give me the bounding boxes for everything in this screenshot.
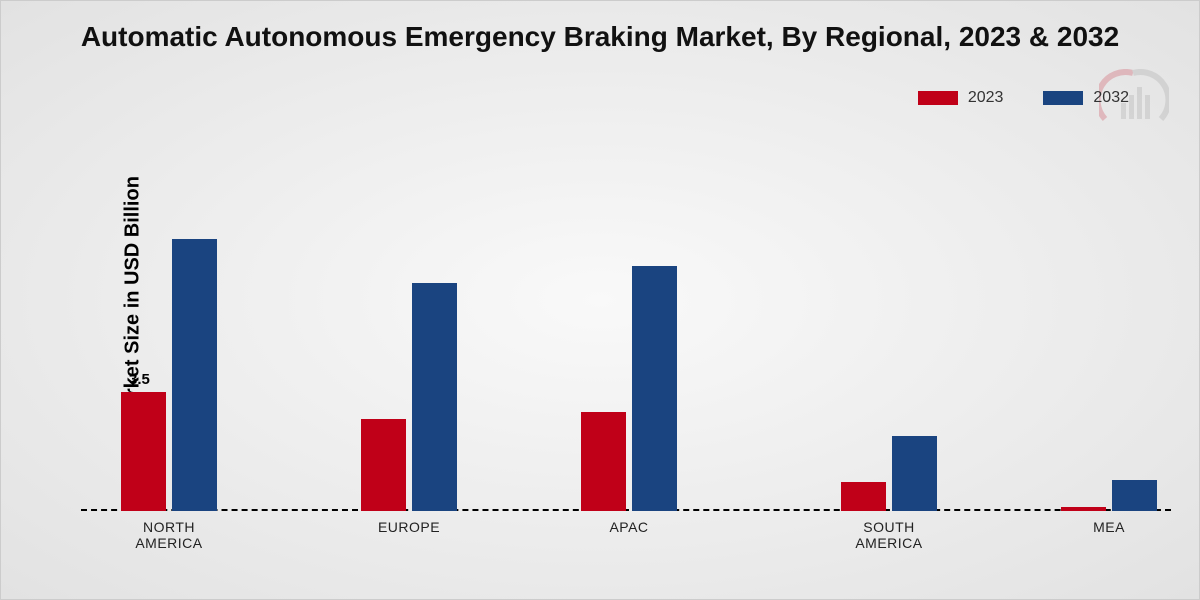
bar-group: 3.5NORTHAMERICA — [121, 239, 217, 511]
legend-item-2023: 2023 — [918, 89, 1004, 107]
bar-series-b — [632, 266, 677, 511]
legend-swatch-2023 — [918, 91, 958, 105]
legend-label-2032: 2032 — [1093, 89, 1129, 107]
chart-container: Automatic Autonomous Emergency Braking M… — [0, 0, 1200, 600]
category-label: NORTHAMERICA — [99, 519, 239, 551]
bar-series-a — [361, 419, 406, 511]
bar-series-a — [841, 482, 886, 511]
bar-value-label: 3.5 — [129, 371, 150, 388]
category-label: APAC — [559, 519, 699, 535]
bar-series-a — [121, 392, 166, 511]
bar-series-b — [1112, 480, 1157, 511]
bar-group: SOUTHAMERICA — [841, 436, 937, 511]
bar-series-b — [172, 239, 217, 511]
bar-series-b — [892, 436, 937, 511]
bar-group: EUROPE — [361, 283, 457, 511]
bar-series-a — [1061, 507, 1106, 511]
legend-label-2023: 2023 — [968, 89, 1004, 107]
bar-series-b — [412, 283, 457, 511]
category-label: SOUTHAMERICA — [819, 519, 959, 551]
chart-title: Automatic Autonomous Emergency Braking M… — [1, 21, 1199, 53]
legend: 2023 2032 — [918, 89, 1129, 107]
legend-swatch-2032 — [1043, 91, 1083, 105]
bar-group: APAC — [581, 266, 677, 511]
category-label: EUROPE — [339, 519, 479, 535]
plot-area: 3.5NORTHAMERICA EUROPE APAC SOUTHAMERICA MEA — [81, 161, 1171, 511]
bar-group: MEA — [1061, 480, 1157, 511]
category-label: MEA — [1039, 519, 1179, 535]
bar-series-a — [581, 412, 626, 511]
legend-item-2032: 2032 — [1043, 89, 1129, 107]
